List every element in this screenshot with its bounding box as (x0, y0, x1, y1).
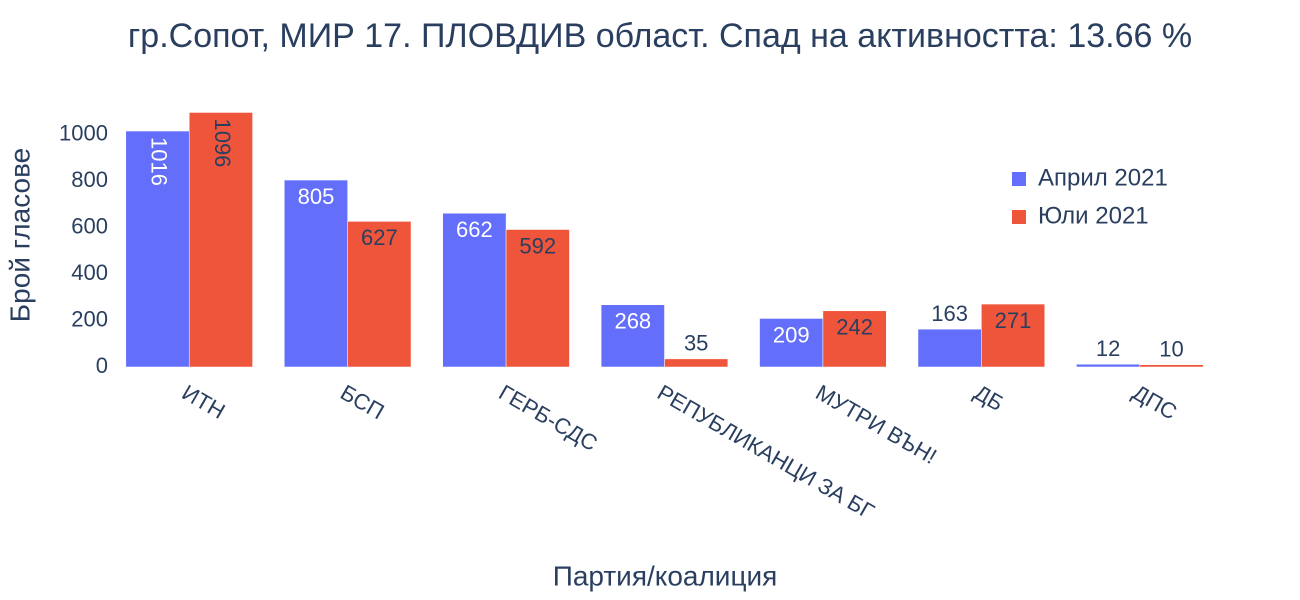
y-tick-label: 600 (71, 213, 108, 238)
bar-value-label: 12 (1096, 336, 1120, 361)
x-tick-label: ГЕРБ-СДС (495, 380, 602, 456)
bar (759, 318, 824, 368)
y-axis-title: Брой гласове (4, 148, 35, 322)
bar-value-label: 163 (931, 301, 968, 326)
y-tick-label: 200 (71, 306, 108, 331)
bar-value-label: 662 (456, 217, 493, 242)
y-tick-label: 800 (71, 167, 108, 192)
x-axis-title: Партия/коалиция (553, 560, 778, 591)
bar (505, 229, 570, 368)
legend-label: Април 2021 (1038, 164, 1168, 191)
bar-value-label: 209 (773, 322, 810, 347)
bar-value-label: 592 (519, 233, 556, 258)
bar (981, 303, 1045, 368)
bar (822, 310, 887, 368)
bar-value-label: 242 (836, 315, 873, 340)
bar-value-label: 805 (298, 184, 335, 209)
chart-title: гр.Сопот, МИР 17. ПЛОВДИВ област. Спад н… (128, 17, 1192, 55)
bar (917, 328, 982, 368)
bar-value-label: 1096 (210, 118, 235, 167)
legend-label: Юли 2021 (1038, 202, 1149, 229)
legend-swatch (1012, 172, 1026, 186)
bar (442, 213, 507, 368)
y-tick-label: 1000 (59, 121, 108, 146)
x-tick-label: ДБ (970, 380, 1008, 416)
y-tick-label: 0 (96, 353, 108, 378)
bar-value-label: 627 (361, 225, 398, 250)
x-tick-label: МУТРИ ВЪН! (812, 380, 942, 469)
bar (347, 221, 412, 368)
x-tick-label: ДПС (1128, 380, 1181, 425)
legend-swatch (1012, 210, 1026, 224)
bar (284, 179, 348, 368)
x-tick-label: ИТН (178, 380, 230, 424)
bar (1076, 363, 1141, 368)
bar-value-label: 10 (1159, 336, 1183, 361)
bar (600, 304, 665, 368)
bar-value-label: 35 (684, 331, 708, 356)
bar-value-label: 271 (995, 308, 1032, 333)
bar (125, 130, 190, 368)
y-tick-label: 400 (71, 260, 108, 285)
x-tick-label: БСП (336, 380, 388, 425)
bar-value-label: 268 (614, 309, 651, 334)
bar (664, 358, 729, 368)
bar-value-label: 1016 (147, 137, 172, 186)
bar (188, 112, 253, 368)
bar (1139, 364, 1204, 368)
